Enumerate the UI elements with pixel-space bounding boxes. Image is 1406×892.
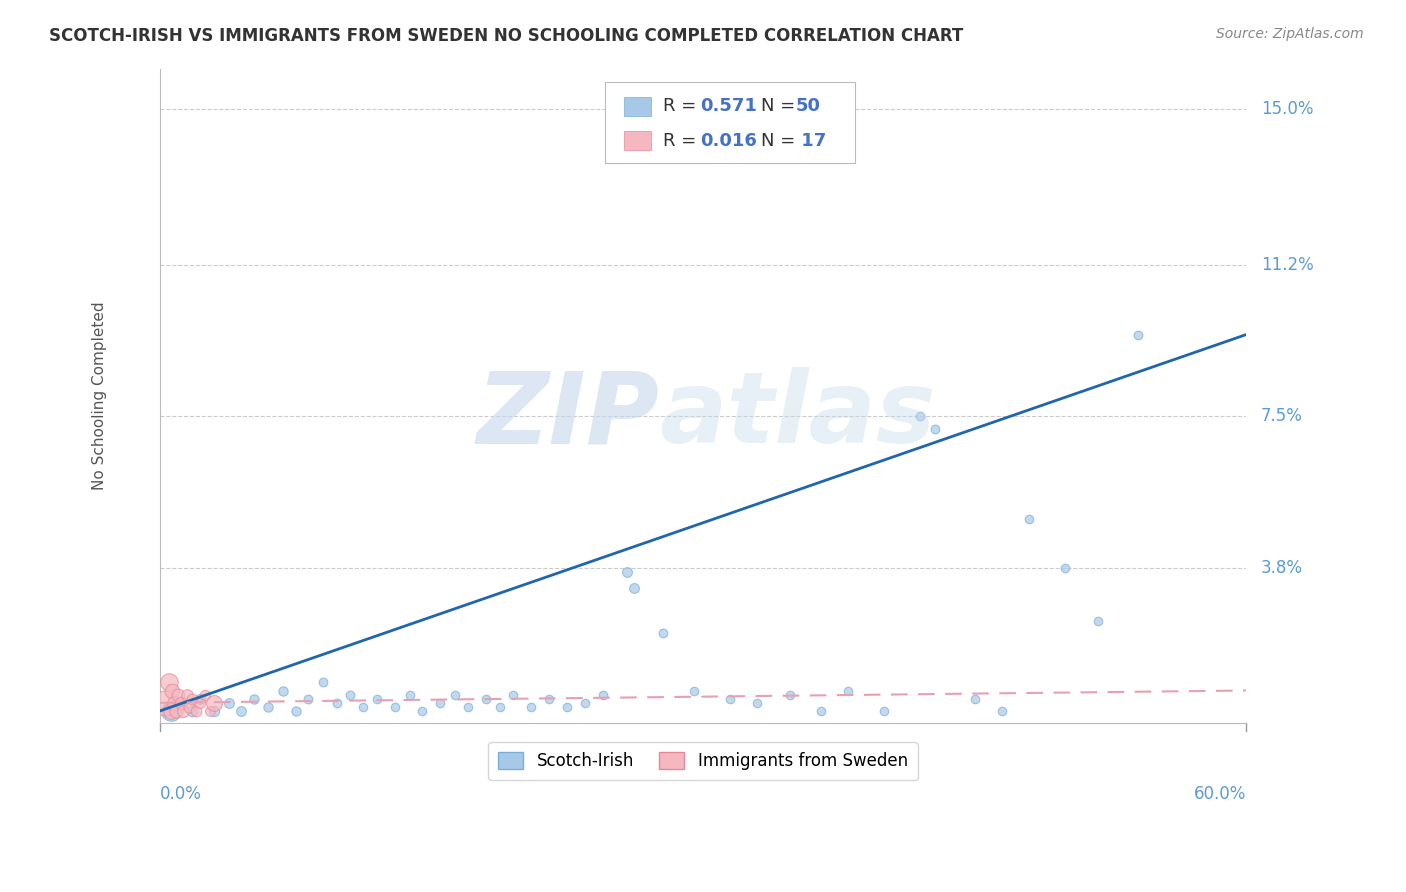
Point [1018,511,1040,525]
Point [718,691,741,706]
Point [188,691,211,706]
Point [555,699,578,714]
Point [284,704,307,718]
Point [165,704,187,718]
Text: atlas: atlas [659,367,936,464]
Point [167,688,190,702]
Point [652,626,675,640]
Point [162,683,184,698]
Point [538,691,561,706]
Point [366,691,388,706]
Point [159,704,181,718]
Point [184,704,207,718]
Text: 0.0%: 0.0% [160,785,201,803]
Point [352,699,374,714]
Point [429,696,451,710]
Point [616,565,638,579]
Point [157,675,180,690]
Point [574,696,596,710]
Point [991,704,1014,718]
Text: No Schooling Completed: No Schooling Completed [93,301,107,491]
Point [1054,560,1077,574]
Point [181,704,204,718]
Point [837,683,859,698]
Point [200,704,222,718]
Text: N =: N = [761,131,800,150]
Point [810,704,832,718]
Point [202,696,225,710]
Point [683,683,706,698]
Point [782,131,804,145]
Point [194,688,217,702]
FancyBboxPatch shape [605,81,855,163]
Text: R =: R = [662,131,702,150]
Point [444,688,467,702]
FancyBboxPatch shape [624,97,651,116]
Point [159,704,181,718]
Point [177,699,200,714]
Legend: Scotch-Irish, Immigrants from Sweden: Scotch-Irish, Immigrants from Sweden [488,742,918,780]
Point [312,675,335,690]
Point [924,422,946,436]
Point [170,696,193,710]
Text: 3.8%: 3.8% [1261,558,1303,577]
Text: 17: 17 [796,131,827,150]
Point [188,696,211,710]
Point [398,688,420,702]
Point [170,696,193,710]
Point [176,688,198,702]
Point [231,704,253,718]
Point [202,704,225,718]
Point [592,688,614,702]
Point [1087,614,1109,628]
Point [474,691,496,706]
Text: 0.571: 0.571 [700,97,756,115]
Text: SCOTCH-IRISH VS IMMIGRANTS FROM SWEDEN NO SCHOOLING COMPLETED CORRELATION CHART: SCOTCH-IRISH VS IMMIGRANTS FROM SWEDEN N… [49,27,963,45]
Text: 7.5%: 7.5% [1261,408,1303,425]
Point [339,688,361,702]
Point [779,688,801,702]
Point [326,696,349,710]
Text: 50: 50 [796,97,821,115]
Text: ZIP: ZIP [477,367,659,464]
Text: 0.016: 0.016 [700,131,756,150]
Text: R =: R = [662,97,702,115]
Point [218,696,240,710]
Text: 11.2%: 11.2% [1261,256,1313,274]
Point [181,691,204,706]
Text: 60.0%: 60.0% [1194,785,1246,803]
Point [457,699,479,714]
Point [271,683,294,698]
Point [747,696,769,710]
Point [153,696,176,710]
Point [520,699,543,714]
FancyBboxPatch shape [624,131,651,150]
Point [910,409,932,424]
Point [172,704,194,718]
Text: Source: ZipAtlas.com: Source: ZipAtlas.com [1216,27,1364,41]
Point [873,704,896,718]
Point [502,688,524,702]
Point [384,699,406,714]
Text: N =: N = [761,97,800,115]
Point [1126,327,1149,342]
Point [411,704,433,718]
Point [297,691,319,706]
Point [623,581,645,595]
Point [489,699,512,714]
Point [243,691,266,706]
Point [163,696,186,710]
Text: 15.0%: 15.0% [1261,101,1313,119]
Point [963,691,986,706]
Point [257,699,280,714]
